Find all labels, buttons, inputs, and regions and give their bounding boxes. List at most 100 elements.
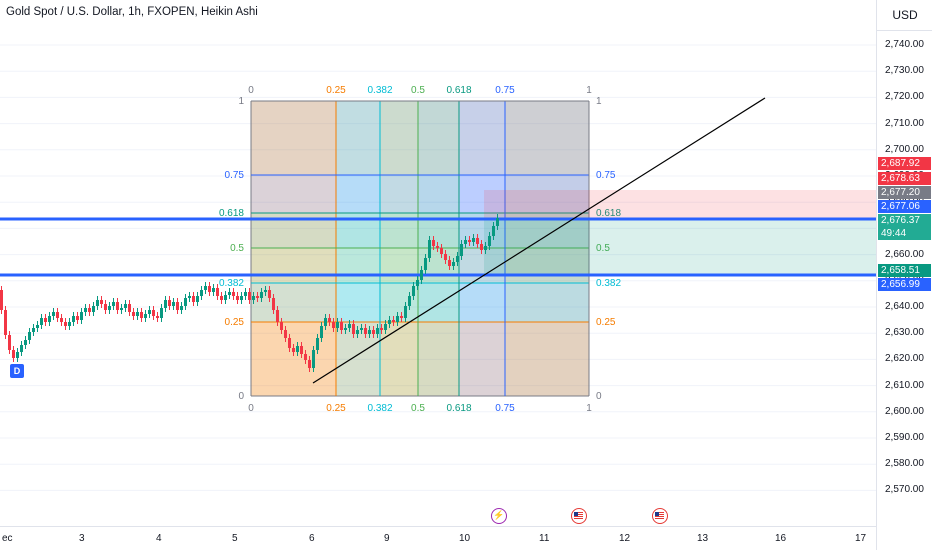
price-tag[interactable]: 2,656.99 xyxy=(878,278,931,291)
us-flag-event-icon[interactable] xyxy=(652,508,668,524)
price-tick-label: 2,590.00 xyxy=(885,432,924,443)
fib-top-label: 1 xyxy=(586,85,592,96)
candle-body xyxy=(288,338,291,348)
candle-body xyxy=(176,302,179,310)
candle-body xyxy=(156,316,159,318)
candle-body xyxy=(192,296,195,302)
time-tick-label: 11 xyxy=(539,533,550,544)
candle-body xyxy=(344,328,347,330)
candle-body xyxy=(232,292,235,296)
fib-right-label: 0.618 xyxy=(596,208,621,219)
candle-body xyxy=(216,288,219,296)
candle-body xyxy=(48,316,51,322)
candle-body xyxy=(308,360,311,368)
candle-body xyxy=(368,330,371,334)
candle-body xyxy=(220,296,223,300)
candle-body xyxy=(380,328,383,330)
time-tick-label: 4 xyxy=(156,533,162,544)
candle-body xyxy=(292,348,295,352)
price-tick-label: 2,720.00 xyxy=(885,91,924,103)
candle-body xyxy=(140,312,143,318)
time-tick-label: 13 xyxy=(697,533,709,544)
price-tag-label: 2,656.99 xyxy=(881,279,920,290)
candle-body xyxy=(460,244,463,256)
currency-button[interactable]: USD xyxy=(877,0,932,31)
candle-body xyxy=(160,308,163,318)
candle-body xyxy=(340,322,343,330)
fib-right-label: 0 xyxy=(596,391,602,402)
fib-bottom-label: 0.25 xyxy=(326,403,346,414)
price-tag[interactable]: 2,678.63 xyxy=(878,172,931,185)
fib-right-label: 0.75 xyxy=(596,170,616,181)
price-tag[interactable]: 2,658.51 xyxy=(878,264,931,277)
price-tag[interactable]: 2,677.06 xyxy=(878,200,931,213)
candle-body xyxy=(468,240,471,242)
candle-body xyxy=(352,324,355,334)
time-axis[interactable]: ec 3 4 5 6 9 10 11 12 13 16 17 xyxy=(0,526,876,551)
candle-body xyxy=(16,352,19,358)
candle-body xyxy=(336,322,339,328)
candle-body xyxy=(172,302,175,306)
price-tag[interactable]: 2,687.92 xyxy=(878,157,931,170)
fib-top-label: 0.75 xyxy=(495,85,515,96)
candle-body xyxy=(364,328,367,334)
chart-area[interactable]: 0 0 0 0 0.25 0.25 0.25 0.25 0.382 0.382 0.382 0.382… xyxy=(0,0,876,526)
candle-body xyxy=(88,308,91,312)
candle-body xyxy=(372,330,375,334)
candle-body xyxy=(52,312,55,316)
candle-body xyxy=(228,292,231,295)
price-tick-label: 2,570.00 xyxy=(885,484,924,496)
dividend-marker[interactable]: D xyxy=(10,364,24,378)
candle-body xyxy=(120,308,123,310)
price-tag[interactable]: 2,677.20 xyxy=(878,186,931,199)
candle-body xyxy=(248,292,251,300)
time-tick-label: 6 xyxy=(309,533,315,544)
candle-body xyxy=(264,290,267,292)
price-tick-label: 2,660.00 xyxy=(885,248,924,260)
candle-body xyxy=(276,310,279,322)
candle-body xyxy=(412,286,415,296)
price-tick-label: 2,740.00 xyxy=(885,39,924,50)
lightning-event-icon[interactable]: ⚡ xyxy=(491,508,507,524)
candle-body xyxy=(496,218,499,226)
candle-body xyxy=(148,310,151,314)
candle-body xyxy=(456,256,459,262)
candle-body xyxy=(420,270,423,280)
candle-body xyxy=(448,260,451,266)
fib-bottom-label: 0 xyxy=(248,403,254,414)
price-axis[interactable]: USD 2,740.00 2,730.00 2,720.00 2,710.00 2,70… xyxy=(876,0,932,550)
candle-body xyxy=(424,258,427,270)
fib-zone xyxy=(251,175,589,213)
candle-body xyxy=(388,320,391,324)
candle-body xyxy=(452,262,455,266)
price-tick-label: 2,730.00 xyxy=(885,65,924,77)
price-tag[interactable]: 2,676.37 49:44 xyxy=(878,214,931,240)
fib-bottom-label: 0.75 xyxy=(495,403,515,414)
candle-body xyxy=(0,290,3,310)
candle-body xyxy=(184,298,187,306)
candle-body xyxy=(260,292,263,298)
time-tick-label: 16 xyxy=(775,533,787,544)
stop-loss-zone xyxy=(484,190,876,219)
candle-body xyxy=(28,332,31,340)
fib-top-label: 0.5 xyxy=(411,85,425,96)
candle-body xyxy=(196,296,199,302)
candle-body xyxy=(480,244,483,250)
price-tag-label: 2,678.63 xyxy=(881,173,920,184)
candle-body xyxy=(208,286,211,292)
candle-body xyxy=(44,318,47,322)
candle-body xyxy=(392,320,395,322)
fib-left-label: 0.25 xyxy=(225,317,245,328)
candle-body xyxy=(100,300,103,304)
candle-body xyxy=(244,292,247,296)
candle-body xyxy=(312,350,315,368)
fib-bottom-label: 0.618 xyxy=(446,403,471,414)
candle-body xyxy=(428,240,431,258)
candle-body xyxy=(132,312,135,316)
symbol-title[interactable]: Gold Spot / U.S. Dollar, 1h, FXOPEN, Hei… xyxy=(6,6,258,18)
candle-body xyxy=(64,322,67,326)
candle-body xyxy=(296,346,299,352)
us-flag-event-icon[interactable] xyxy=(571,508,587,524)
candle-body xyxy=(284,330,287,338)
